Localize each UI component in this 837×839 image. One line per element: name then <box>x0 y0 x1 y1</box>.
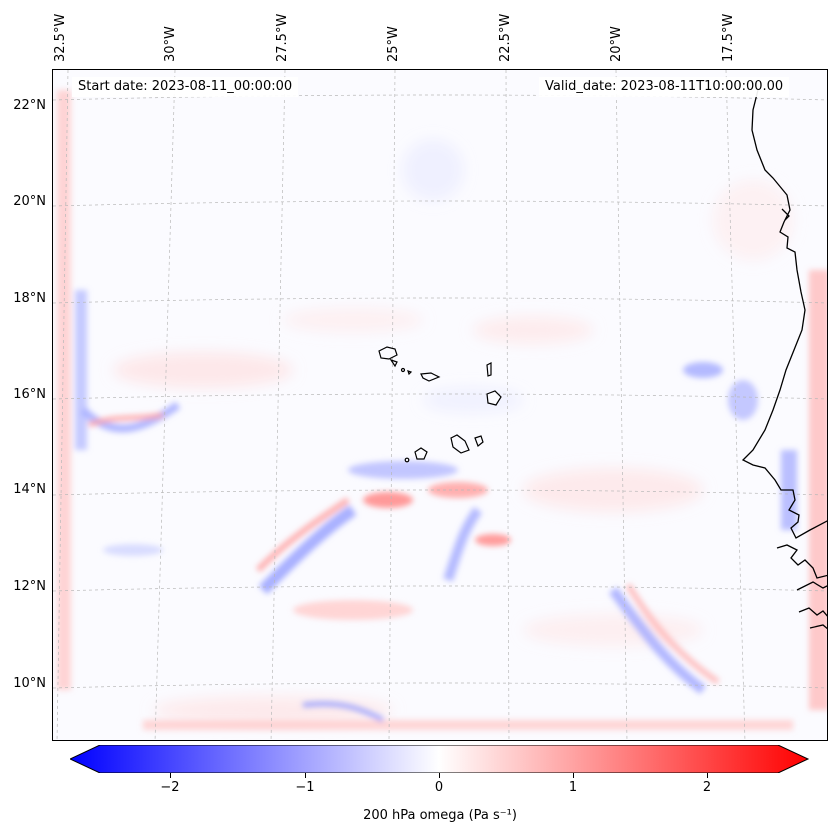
cape-verde-islands <box>378 346 502 463</box>
coastline <box>741 89 827 630</box>
lon-label-30w: 30°W <box>163 26 178 62</box>
lon-label-27-5w: 27.5°W <box>275 13 290 62</box>
lat-label-10n: 10°N <box>13 676 46 691</box>
lat-label-22n: 22°N <box>13 98 46 113</box>
colorbar-tick-minus-2: −2 <box>160 780 180 795</box>
colorbar-tick-mark-0 <box>439 773 440 778</box>
lat-label-14n: 14°N <box>13 482 46 497</box>
colorbar-tick-2: 2 <box>702 780 712 795</box>
lon-label-20w: 20°W <box>609 26 624 62</box>
map-panel <box>52 69 828 741</box>
colorbar-tick-mark-minus-2 <box>170 773 171 778</box>
lat-label-12n: 12°N <box>13 579 46 594</box>
lat-label-18n: 18°N <box>13 291 46 306</box>
lon-label-25w: 25°W <box>386 26 401 62</box>
colorbar-tick-0: 0 <box>434 780 444 795</box>
colorbar <box>70 745 810 773</box>
colorbar-tick-mark-2 <box>707 773 708 778</box>
colorbar-tick-mark-1 <box>573 773 574 778</box>
colorbar-title: 200 hPa omega (Pa s⁻¹) <box>363 808 517 823</box>
omega-field-plot <box>53 70 827 740</box>
lon-label-17-5w: 17.5°W <box>721 13 736 62</box>
colorbar-tick-mark-minus-1 <box>305 773 306 778</box>
lat-label-20n: 20°N <box>13 194 46 209</box>
omega-background-anomalies <box>113 140 793 724</box>
lon-label-22-5w: 22.5°W <box>498 13 513 62</box>
lon-label-32-5w: 32.5°W <box>53 13 68 62</box>
lat-label-16n: 16°N <box>13 387 46 402</box>
omega-features <box>57 90 827 730</box>
colorbar-tick-minus-1: −1 <box>295 780 315 795</box>
valid-date-label: Valid_date: 2023-08-11T10:00:00.00 <box>539 77 790 97</box>
colorbar-tick-1: 1 <box>568 780 578 795</box>
start-date-label: Start date: 2023-08-11_00:00:00 <box>72 77 299 97</box>
graticule <box>53 70 827 740</box>
